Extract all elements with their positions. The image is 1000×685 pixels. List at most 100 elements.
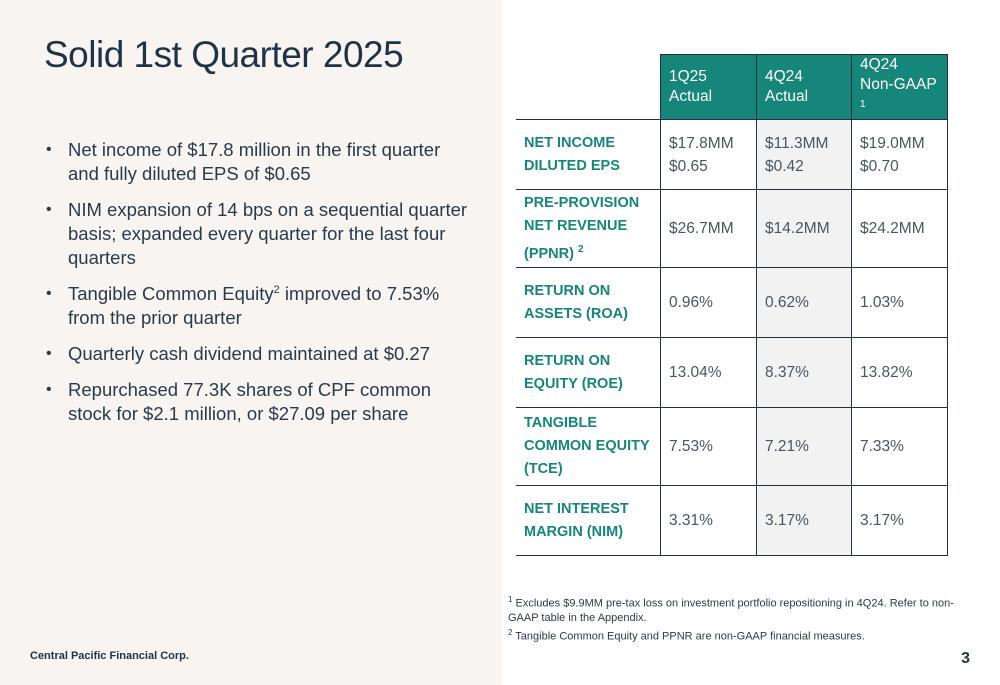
table-cell: 7.21% [756, 407, 852, 487]
table-cell: 7.33% [851, 407, 948, 487]
table-cell: $24.2MM [851, 189, 948, 269]
row-label-line: NET INTEREST [524, 500, 629, 517]
row-label-line: DILUTED EPS [524, 157, 620, 174]
bullet-item: • Quarterly cash dividend maintained at $… [44, 342, 474, 366]
table-cell: $19.0MM $0.70 [851, 119, 948, 191]
cell-value: 13.82% [860, 364, 913, 382]
cell-value: 8.37% [765, 364, 809, 382]
bullet-item: • Net income of $17.8 million in the firs… [44, 138, 474, 186]
left-panel [0, 0, 502, 685]
cell-value: 0.62% [765, 294, 809, 312]
bullet-text-before: Tangible Common Equity [68, 283, 274, 304]
footnote-marker: 2 [508, 627, 513, 637]
cell-value: 13.04% [669, 364, 722, 382]
table-cell: 1.03% [851, 267, 948, 339]
column-header-line: Non-GAAP [860, 76, 937, 93]
bullet-text: Quarterly cash dividend maintained at $0… [68, 343, 430, 364]
row-label-line: EQUITY (ROE) [524, 375, 623, 392]
cell-value: 3.17% [765, 512, 809, 530]
bullet-text: NIM expansion of 14 bps on a sequential … [68, 199, 468, 268]
table-cell: 3.17% [756, 485, 852, 557]
cell-value: $17.8MM [669, 134, 734, 152]
column-header-line: Actual [765, 88, 809, 106]
row-label-footnote-ref: 2 [577, 243, 584, 255]
table-row: NET INCOME DILUTED EPS $17.8MM $0.65 $11.3MM… [516, 119, 948, 191]
row-label-line: RETURN ON [524, 282, 611, 299]
cell-value: $19.0MM [860, 134, 925, 152]
footnote-2: 2 Tangible Common Equity and PPNR are no… [508, 626, 960, 644]
table-row: RETURN ON EQUITY (ROE) 13.04% 8.37% 13.82% [516, 337, 948, 409]
footnote-1: 1 Excludes $9.9MM pre-tax loss on invest… [508, 593, 960, 626]
row-label-line: TANGIBLE [524, 415, 598, 432]
footnote-text: Excludes $9.9MM pre-tax loss on investme… [508, 597, 954, 625]
cell-value: 7.53% [669, 438, 713, 456]
table-cell: $14.2MM [756, 189, 852, 269]
cell-value: $0.42 [765, 157, 804, 175]
table-corner-cell [516, 54, 661, 121]
column-header-line: 1Q25 [669, 68, 707, 86]
row-label-line: NET REVENUE [524, 217, 628, 234]
bullet-item: • Repurchased 77.3K shares of CPF common … [44, 378, 474, 426]
bullet-text: Net income of $17.8 million in the first… [68, 139, 441, 184]
page-title: Solid 1st Quarter 2025 [44, 34, 404, 75]
table-header-row: 1Q25 Actual 4Q24 Actual 4Q24 Non-GAAP 1 [516, 53, 948, 121]
table-cell: 7.53% [660, 407, 757, 487]
bullet-dot-icon: • [46, 201, 52, 218]
row-label-line: ASSETS (ROA) [524, 305, 628, 322]
table-row: TANGIBLE COMMON EQUITY (TCE) 7.53% 7.21% 7.33… [516, 407, 948, 487]
table-cell: $11.3MM $0.42 [756, 119, 852, 191]
cell-value: 0.96% [669, 294, 713, 312]
table-cell: 3.31% [660, 485, 757, 557]
row-label-line: (PPNR) [524, 245, 574, 262]
row-label: NET INCOME DILUTED EPS [516, 119, 661, 191]
column-header-1q25: 1Q25 Actual [660, 53, 757, 121]
table-row: NET INTEREST MARGIN (NIM) 3.31% 3.17% 3.17% [516, 485, 948, 557]
cell-value: 7.33% [860, 438, 904, 456]
table-row: PRE-PROVISION NET REVENUE (PPNR) 2 $26.7MM $… [516, 189, 948, 269]
row-label-line: MARGIN (NIM) [524, 523, 624, 540]
metrics-table: 1Q25 Actual 4Q24 Actual 4Q24 Non-GAAP 1 NET… [516, 53, 948, 557]
cell-value: $0.65 [669, 157, 708, 175]
table-cell: $26.7MM [660, 189, 757, 269]
cell-value: 3.31% [669, 512, 713, 530]
footnote-marker: 1 [508, 595, 513, 604]
table-cell: 0.96% [660, 267, 757, 339]
column-header-line: 4Q24 [860, 56, 898, 73]
row-label: TANGIBLE COMMON EQUITY (TCE) [516, 407, 661, 487]
row-label: NET INTEREST MARGIN (NIM) [516, 485, 661, 557]
table-cell: $17.8MM $0.65 [660, 119, 757, 191]
bullet-item: • Tangible Common Equity2 improved to 7.5… [44, 282, 474, 330]
company-name: Central Pacific Financial Corp. [30, 650, 189, 662]
table-cell: 13.04% [660, 337, 757, 409]
bullet-text: Repurchased 77.3K shares of CPF common s… [68, 379, 431, 424]
cell-value: $26.7MM [669, 220, 734, 238]
column-header-footnote-ref: 1 [860, 99, 866, 110]
row-label-line: COMMON EQUITY [524, 438, 650, 455]
bullet-text-after: improved to 7.53% from the prior quarter [68, 283, 440, 328]
cell-value: $24.2MM [860, 220, 925, 238]
bullet-dot-icon: • [46, 141, 52, 158]
bullet-item: • NIM expansion of 14 bps on a sequential… [44, 198, 474, 270]
cell-value: $14.2MM [765, 220, 830, 238]
cell-value: 1.03% [860, 294, 904, 312]
footnotes: 1 Excludes $9.9MM pre-tax loss on invest… [508, 593, 960, 644]
bullet-dot-icon: • [46, 285, 52, 302]
cell-value: 3.17% [860, 512, 904, 530]
bullet-footnote-ref: 2 [273, 283, 280, 296]
bullet-list: • Net income of $17.8 million in the firs… [44, 138, 474, 438]
column-header-4q24-non-gaap: 4Q24 Non-GAAP 1 [851, 53, 948, 121]
cell-value: $11.3MM [765, 134, 829, 152]
page-number: 3 [961, 650, 970, 667]
table-body: NET INCOME DILUTED EPS $17.8MM $0.65 $11.3MM… [516, 119, 948, 557]
row-label-line: RETURN ON [524, 352, 611, 369]
table-cell: 13.82% [851, 337, 948, 409]
row-label-line: NET INCOME [524, 134, 616, 151]
bullet-dot-icon: • [46, 381, 52, 398]
row-label: RETURN ON ASSETS (ROA) [516, 267, 661, 339]
table-cell: 3.17% [851, 485, 948, 557]
row-label: RETURN ON EQUITY (ROE) [516, 337, 661, 409]
table-row: RETURN ON ASSETS (ROA) 0.96% 0.62% 1.03% [516, 267, 948, 339]
row-label: PRE-PROVISION NET REVENUE (PPNR) 2 [516, 189, 661, 269]
column-header-4q24-actual: 4Q24 Actual [756, 53, 852, 121]
table-cell: 0.62% [756, 267, 852, 339]
